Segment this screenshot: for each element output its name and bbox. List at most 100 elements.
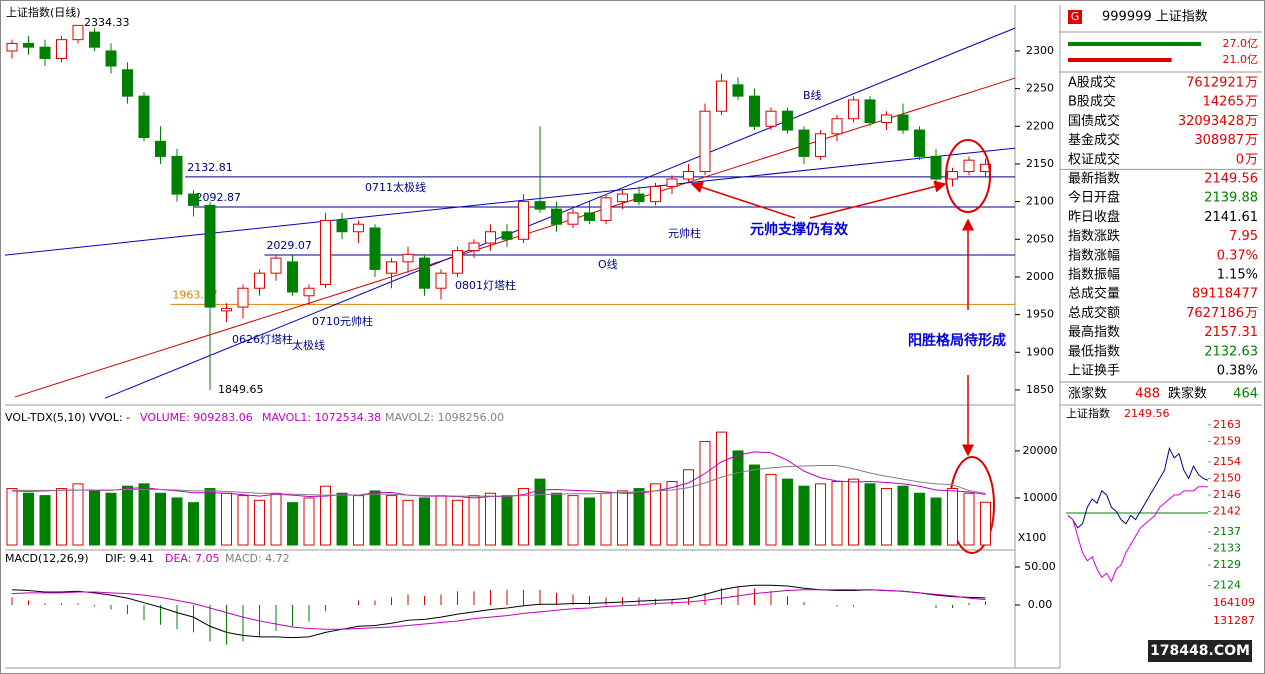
candle-body <box>155 140 166 157</box>
y-tick-label: 2137 <box>1213 525 1241 538</box>
candle-body <box>518 201 529 240</box>
y-tick-label: 2200 <box>1026 119 1054 132</box>
row-label: 基金成交 <box>1068 132 1120 148</box>
y-tick-label: 1950 <box>1026 308 1054 321</box>
volume-bar <box>204 488 216 546</box>
candle-body <box>848 99 859 120</box>
candle-body <box>798 129 810 157</box>
annotation: 0801灯塔柱 <box>455 278 516 292</box>
candle-body <box>600 197 612 221</box>
volume-bar <box>386 495 397 546</box>
row-value: 32093428 <box>1178 114 1244 129</box>
y-tick-label: 2129 <box>1213 558 1241 571</box>
candle-body <box>963 159 975 172</box>
candle-body <box>39 46 51 59</box>
high-label: 2334.33 <box>84 16 130 29</box>
candle-body <box>749 95 760 127</box>
candle-body <box>485 231 496 244</box>
volume-bar <box>518 488 529 546</box>
y2-tick-label: 164109 <box>1213 596 1255 609</box>
candle-body <box>468 242 480 252</box>
candle-body <box>221 308 232 312</box>
volume-bar <box>468 495 480 546</box>
candle-body <box>633 193 645 203</box>
row-label: 指数涨跌 <box>1068 228 1120 244</box>
volume-bar <box>369 490 381 546</box>
layer: 上证指数(日线) 1850 1900 1950 2000 2050 2100 2150 2200… <box>5 5 1262 669</box>
legend-entry: MAVOL2: 1098256.00 <box>385 411 504 424</box>
amount-label: 21.0亿 <box>1223 53 1259 66</box>
row-unit: 万 <box>1245 133 1258 148</box>
legend-entry: DEA: 7.05 <box>165 552 219 565</box>
volume-bar <box>600 492 612 546</box>
candle-body <box>188 193 199 206</box>
candle-body <box>6 42 18 52</box>
candle-body <box>930 155 942 180</box>
y-tick-label: 2142 <box>1213 504 1241 517</box>
volume-bar <box>815 483 826 546</box>
y-tick-label: 1850 <box>1026 383 1054 396</box>
volume-bar <box>617 490 628 546</box>
candle-body <box>23 42 34 48</box>
y-tick-label: 50.00 <box>1024 560 1056 573</box>
candle-body <box>287 261 298 293</box>
low-label: 1849.65 <box>218 383 264 396</box>
row-value: 7627186 <box>1186 306 1244 321</box>
row-label: 最高指数 <box>1068 324 1120 340</box>
candle-body <box>897 114 909 131</box>
row-label: 权证成交 <box>1068 151 1120 167</box>
candle-body <box>881 114 892 124</box>
level-label: 2092.87 <box>196 191 242 204</box>
breadth-label: 涨家数 <box>1068 386 1107 402</box>
y-tick-label: 2100 <box>1026 195 1054 208</box>
y-tick-label: 2154 <box>1213 455 1241 468</box>
volume-bar <box>303 497 315 546</box>
volume-bar <box>930 497 942 546</box>
y-tick-label: 2000 <box>1026 270 1054 283</box>
row-value: 2149.56 <box>1204 172 1258 187</box>
legend-entry: MACD: 4.72 <box>225 552 290 565</box>
candle-body <box>237 287 249 308</box>
row-unit: 万 <box>1245 95 1258 110</box>
row-label: 昨日收盘 <box>1068 209 1120 225</box>
volume-bar <box>716 431 727 546</box>
candle-body <box>782 110 793 131</box>
row-label: 指数涨幅 <box>1068 248 1120 263</box>
row-unit: 万 <box>1245 76 1258 91</box>
volume-bar <box>353 495 364 546</box>
candle-body <box>56 39 67 59</box>
volume-bar <box>89 490 100 546</box>
volume-bar <box>6 488 18 546</box>
y-tick-label: 2250 <box>1026 82 1054 95</box>
row-value: 7.95 <box>1229 229 1258 244</box>
candle-body <box>336 219 348 233</box>
candle-body <box>534 201 546 210</box>
level-label: 2029.07 <box>266 239 312 252</box>
y-tick-label: 2146 <box>1213 488 1241 501</box>
candle-body <box>419 257 430 289</box>
volume-bar <box>848 478 859 546</box>
candle-body <box>732 84 744 97</box>
volume-bar <box>254 499 265 546</box>
volume-bar <box>56 488 67 546</box>
breadth-value: 488 <box>1135 387 1160 402</box>
row-label: 总成交额 <box>1068 305 1120 321</box>
y-tick-label: 2124 <box>1213 579 1241 592</box>
breadth-value: 464 <box>1233 387 1258 402</box>
candle-body <box>864 99 876 124</box>
volume-bar <box>452 499 463 546</box>
candle-body <box>105 50 117 67</box>
candle-body <box>699 110 711 172</box>
candle-body <box>551 208 562 225</box>
candle-body <box>435 272 447 289</box>
arrow <box>690 181 796 219</box>
y2-tick-label: 131287 <box>1213 614 1255 627</box>
candle-body <box>617 193 628 203</box>
volume-bar <box>501 495 513 546</box>
volume-bar <box>633 488 645 546</box>
volume-bar <box>336 492 348 546</box>
volume-bar <box>980 501 991 546</box>
volume-bar <box>864 483 876 546</box>
